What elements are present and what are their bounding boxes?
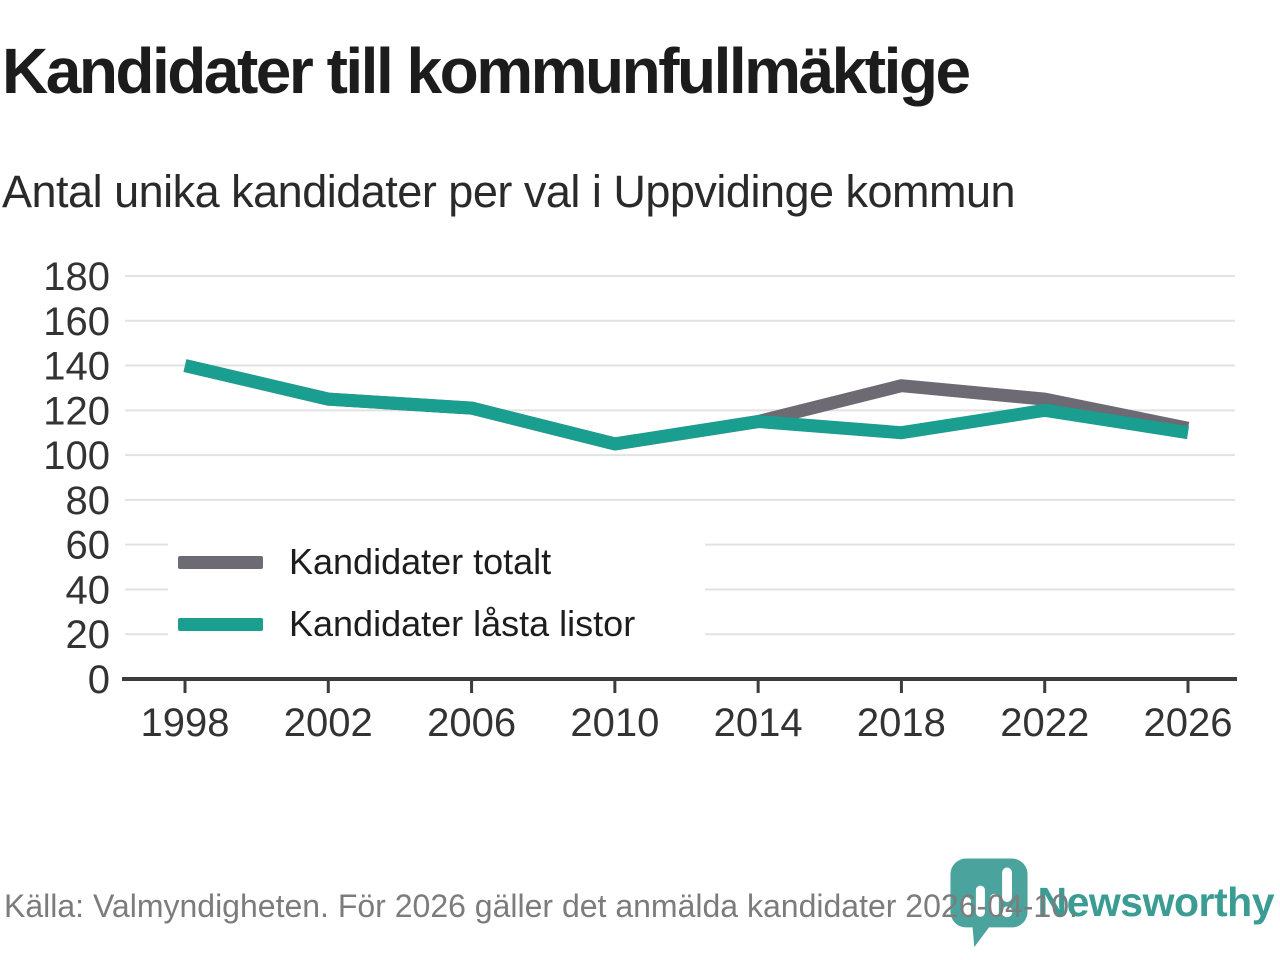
x-axis-tick-label: 2022 [1000,701,1089,745]
x-axis-tick-label: 2006 [427,701,516,745]
y-axis-tick-label: 40 [66,568,111,612]
chart-legend: Kandidater totalt Kandidater låsta listo… [168,533,705,653]
y-axis-tick-label: 20 [66,613,111,657]
legend-label-locked-lists: Kandidater låsta listor [289,603,636,644]
y-axis-tick-label: 120 [43,389,110,433]
x-axis-tick-label: 2014 [714,701,803,745]
y-axis-tick-label: 180 [43,255,110,299]
newsworthy-logo-icon [949,858,1028,948]
series-line-kandidater-l-sta-listor [183,359,1190,451]
chart-subtitle: Antal unika kandidater per val i Uppvidi… [2,166,1016,217]
x-axis-tick-label: 1998 [141,701,230,745]
legend-item-locked-lists: Kandidater låsta listor [178,603,705,645]
newsworthy-logo-text: Newsworthy [1037,878,1275,925]
x-axis-tick-label: 2002 [284,701,373,745]
page-title: Kandidater till kommunfullmäktige [2,35,971,107]
x-axis-tick-label: 2010 [570,701,659,745]
legend-swatch-total [178,555,263,569]
x-axis-tick-label: 2018 [857,701,946,745]
y-axis-tick-label: 160 [43,300,110,344]
y-axis-tick-label: 140 [43,345,110,389]
legend-item-total: Kandidater totalt [178,541,705,583]
legend-swatch-locked-lists [178,617,263,631]
newsworthy-logo: Newsworthy [948,856,1275,948]
legend-label-total: Kandidater totalt [289,541,552,582]
source-note: Källa: Valmyndigheten. För 2026 gäller d… [4,888,1078,924]
y-axis-tick-label: 60 [66,524,111,568]
y-axis-tick-label: 0 [88,658,110,702]
logo-barchart-glyph [961,867,1012,918]
y-axis-tick-label: 80 [66,479,111,523]
x-axis-tick-label: 2026 [1144,701,1233,745]
y-axis-tick-label: 100 [43,434,110,478]
